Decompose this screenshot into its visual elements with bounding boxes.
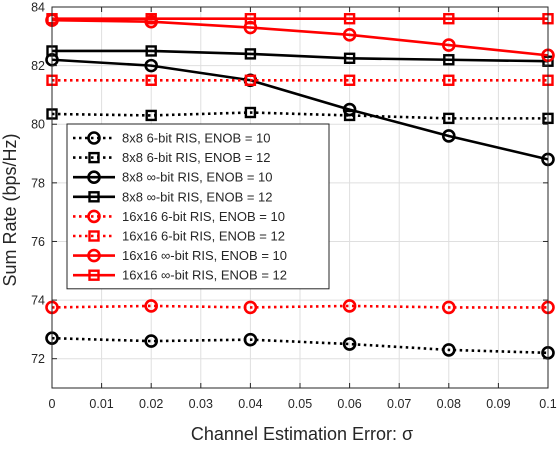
series-3 [45,52,555,167]
y-tick-label: 74 [31,294,45,308]
data-point [244,74,257,86]
y-tick-label: 84 [31,1,45,15]
data-point [443,112,455,125]
series-line [51,18,549,57]
legend-marker [88,191,100,203]
data-point [441,38,456,52]
legend-entry: 16x16 6-bit RIS, ENOB = 10 [73,209,285,224]
x-tick-label: 0.05 [288,397,312,411]
data-point [144,334,158,348]
legend-marker [87,248,101,263]
data-point [343,74,356,86]
legend-entry: 8x8 6-bit RIS, ENOB = 12 [73,150,270,165]
legend-entry: 16x16 ∞-bit RIS, ENOB = 10 [73,248,287,263]
data-point [343,52,356,64]
data-point [243,20,258,35]
x-tick-label: 0.03 [189,397,213,411]
data-point [144,299,158,313]
legend: 8x8 6-bit RIS, ENOB = 10 8x8 6-bit RIS, E… [66,123,330,290]
y-tick-label: 82 [31,59,45,73]
legend-marker [88,269,100,281]
data-point [244,13,257,25]
data-point [342,299,357,313]
legend-label: 8x8 6-bit RIS, ENOB = 12 [122,150,270,165]
x-tick-label: 0.04 [238,397,262,411]
data-point [244,106,257,119]
series-line [52,49,549,63]
series-line [51,304,548,309]
data-point [441,129,456,143]
x-axis-title: Channel Estimation Error: σ [191,424,413,444]
x-tick-label: 0.08 [437,397,461,411]
y-tick-label: 80 [31,118,45,132]
legend-entry: 8x8 ∞-bit RIS, ENOB = 10 [73,170,273,185]
data-point [342,337,357,351]
data-point [343,13,356,25]
legend-label: 8x8 6-bit RIS, ENOB = 10 [122,131,270,146]
legend-label: 16x16 ∞-bit RIS, ENOB = 10 [122,248,287,263]
x-tick-label: 0.07 [387,397,411,411]
data-point [342,28,357,42]
y-tick-label: 78 [31,176,45,190]
legend-label: 16x16 6-bit RIS, ENOB = 12 [122,229,285,244]
data-point [343,109,356,122]
x-tick-label: 0 [49,397,56,411]
plot-frame [51,6,549,389]
legend-entry: 8x8 6-bit RIS, ENOB = 10 [73,131,270,146]
data-point [243,332,258,347]
legend-marker [87,131,101,145]
series-line [51,111,548,120]
legend-label: 16x16 6-bit RIS, ENOB = 10 [122,209,285,224]
data-point [244,48,257,60]
x-tick-label: 0.01 [89,397,113,411]
data-point [443,54,455,66]
x-tick-label: 0.1 [539,397,556,411]
data-point [441,343,456,357]
data-point [443,74,455,86]
tick-labels: 0 0.01 0.02 0.03 0.04 0.05 0.06 0.07 0.08 0.09 0.1… [31,1,557,412]
y-axis-title: Sum Rate (bps/Hz) [0,133,20,286]
data-point [342,102,357,117]
legend-marker [88,230,100,242]
legend-box [66,123,330,290]
data-point [443,13,455,25]
data-point [243,300,258,315]
legend-label: 16x16 ∞-bit RIS, ENOB = 12 [122,268,287,283]
data-point [441,300,456,315]
data-point [145,109,157,122]
y-tick-label: 72 [31,352,45,366]
data-point [145,74,157,86]
data-point [145,13,157,25]
legend-entry: 16x16 6-bit RIS, ENOB = 12 [73,229,285,244]
series-5 [45,299,555,315]
legend-entry: 16x16 ∞-bit RIS, ENOB = 12 [73,268,287,283]
legend-label: 8x8 ∞-bit RIS, ENOB = 12 [122,189,273,204]
x-tick-label: 0.02 [139,397,163,411]
x-tick-label: 0.06 [337,397,361,411]
legend-marker [88,151,100,164]
y-tick-label: 76 [31,235,45,249]
series-line [51,58,549,161]
legend-marker [87,170,101,184]
x-tick-label: 0.09 [486,397,510,411]
legend-marker [87,209,101,224]
series-line [51,336,549,355]
legend-entry: 8x8 ∞-bit RIS, ENOB = 12 [73,189,273,204]
data-point [145,45,157,57]
data-point [144,58,158,73]
axes [51,6,549,389]
legend-label: 8x8 ∞-bit RIS, ENOB = 10 [122,170,273,185]
